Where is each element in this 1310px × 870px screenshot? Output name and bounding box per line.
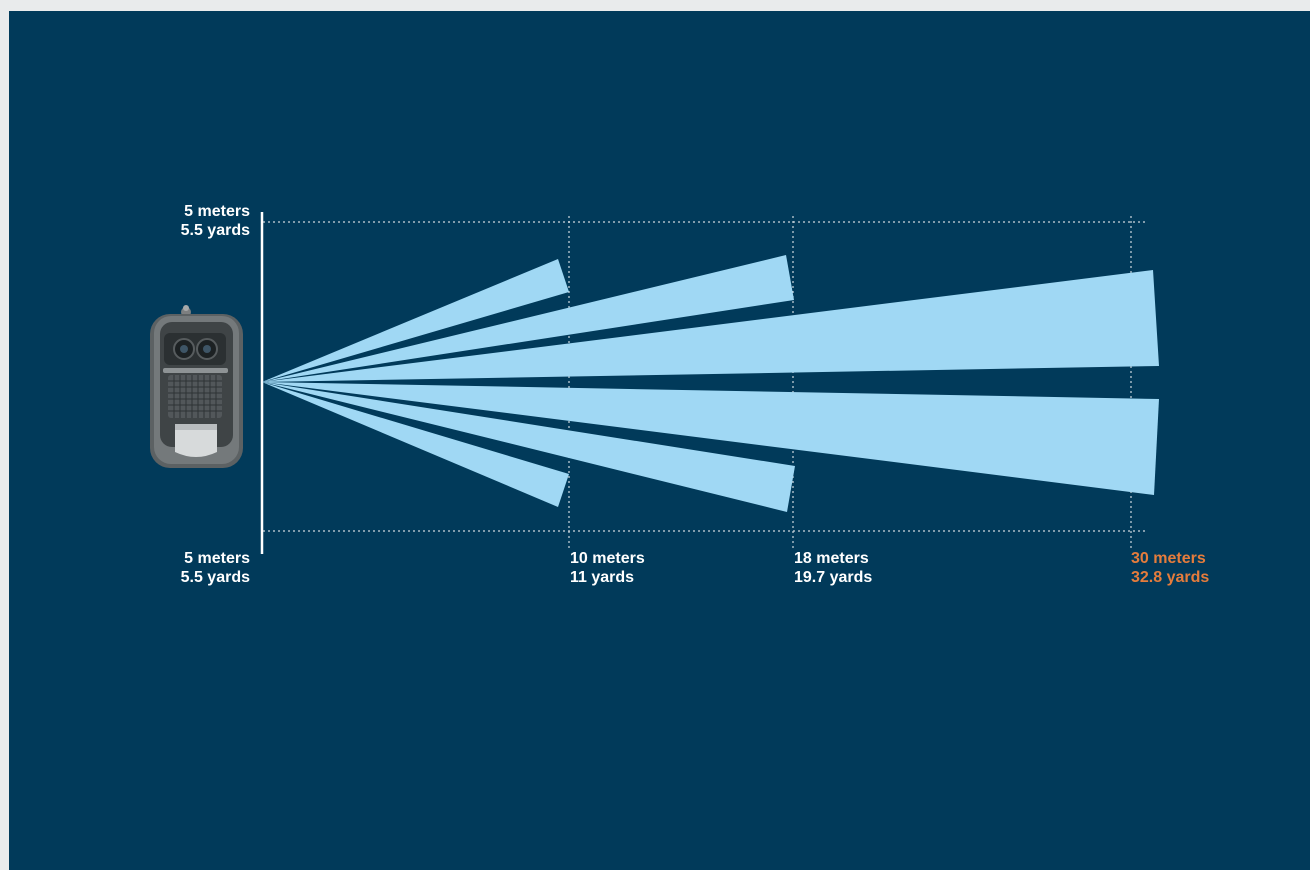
mark-18-yards: 19.7 yards xyxy=(794,569,873,586)
beam-lower-30m xyxy=(262,382,1159,495)
mark-10-meters: 10 meters xyxy=(570,550,645,567)
bottom-left-meters: 5 meters xyxy=(184,550,250,567)
beam-lower-18m xyxy=(262,382,795,512)
motion-sensor-camera-icon xyxy=(150,305,243,468)
bottom-left-range-label: 5 meters 5.5 yards xyxy=(170,549,250,587)
mark-30-yards: 32.8 yards xyxy=(1131,569,1210,586)
detection-beams xyxy=(262,255,1159,512)
beam-upper-18m xyxy=(262,255,794,382)
top-left-yards: 5.5 yards xyxy=(180,222,250,239)
top-left-meters: 5 meters xyxy=(184,203,250,220)
mark-18-label: 18 meters 19.7 yards xyxy=(794,549,872,587)
beam-lower-10m xyxy=(262,382,569,507)
mark-18-meters: 18 meters xyxy=(794,550,869,567)
bottom-left-yards: 5.5 yards xyxy=(180,569,250,586)
mark-30-label: 30 meters 32.8 yards xyxy=(1131,549,1209,587)
mark-10-yards: 11 yards xyxy=(570,569,635,586)
beam-upper-30m xyxy=(262,270,1159,382)
beam-upper-10m xyxy=(262,259,569,382)
mark-30-meters: 30 meters xyxy=(1131,550,1206,567)
mark-10-label: 10 meters 11 yards xyxy=(570,549,645,587)
top-left-range-label: 5 meters 5.5 yards xyxy=(170,202,250,240)
